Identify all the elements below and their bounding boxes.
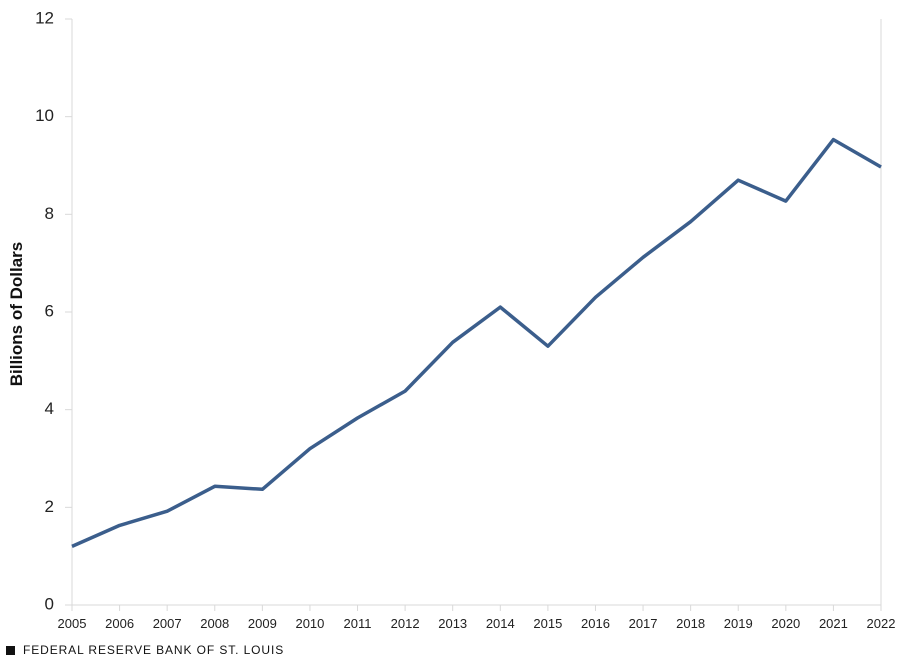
y-tick-label: 4 <box>45 399 54 418</box>
tick-labels: 0 2 4 6 8 10 12 2005 2006 2007 2008 2009 2010 2011 201… <box>35 8 895 631</box>
x-tick-label: 2020 <box>771 616 800 631</box>
y-tick-label: 8 <box>45 204 54 223</box>
x-tick-label: 2013 <box>438 616 467 631</box>
square-icon <box>6 645 15 655</box>
axes <box>65 18 882 611</box>
y-tick-label: 2 <box>45 497 54 516</box>
x-tick-label: 2017 <box>629 616 658 631</box>
y-axis-title: Billions of Dollars <box>7 242 26 387</box>
x-tick-label: 2021 <box>819 616 848 631</box>
x-tick-label: 2011 <box>344 616 372 631</box>
x-tick-label: 2009 <box>248 616 277 631</box>
y-tick-label: 10 <box>35 106 54 125</box>
series-line <box>71 137 882 549</box>
series-layer <box>71 137 882 549</box>
y-tick-label: 0 <box>45 594 54 613</box>
x-tick-label: 2007 <box>153 616 182 631</box>
x-tick-label: 2018 <box>676 616 705 631</box>
x-tick-label: 2019 <box>724 616 753 631</box>
x-tick-label: 2014 <box>486 616 515 631</box>
chart-canvas: 0 2 4 6 8 10 12 2005 2006 2007 2008 2009 2010 2011 201… <box>7 8 895 631</box>
footer: FEDERAL RESERVE BANK OF ST. LOUIS <box>6 641 284 659</box>
y-tick-label: 6 <box>45 301 54 320</box>
source-label: FEDERAL RESERVE BANK OF ST. LOUIS <box>23 643 285 657</box>
y-tick-label: 12 <box>35 8 54 27</box>
x-tick-label: 2015 <box>533 616 562 631</box>
x-tick-label: 2022 <box>867 616 896 631</box>
x-tick-label: 2005 <box>58 616 87 631</box>
x-tick-label: 2016 <box>581 616 610 631</box>
x-tick-label: 2010 <box>295 616 324 631</box>
x-tick-label: 2008 <box>200 616 229 631</box>
x-tick-label: 2006 <box>105 616 134 631</box>
x-tick-label: 2012 <box>391 616 420 631</box>
